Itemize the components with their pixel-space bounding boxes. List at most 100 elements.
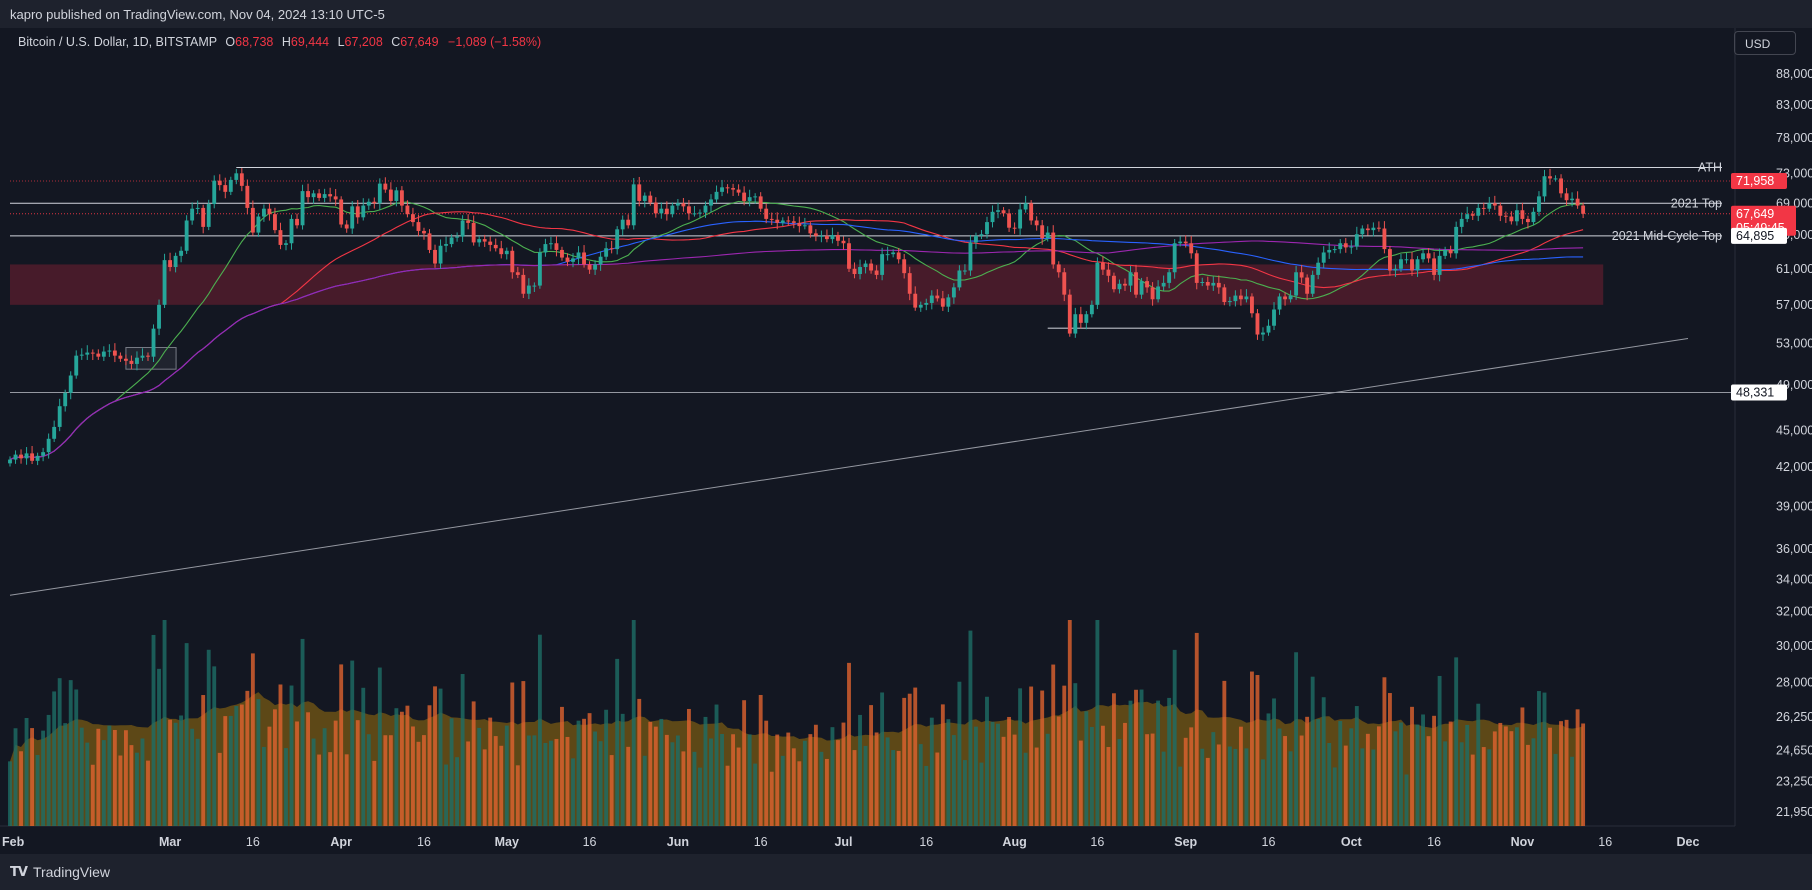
volume-bar [234, 706, 239, 826]
volume-bar [775, 734, 780, 826]
volume-bar [847, 662, 851, 826]
candle-body [637, 184, 642, 201]
price-tick-label: 39,000 [1776, 500, 1812, 514]
candle-body [935, 295, 940, 299]
candle-body [1581, 205, 1586, 214]
candle-body [79, 354, 84, 356]
volume-bar [355, 720, 360, 826]
volume-bar [758, 694, 763, 826]
volume-bar [372, 760, 377, 826]
candle-body [582, 252, 586, 265]
volume-bar [692, 751, 697, 826]
volume-bar [554, 738, 559, 826]
candle-body [847, 243, 851, 269]
volume-bar [714, 704, 719, 826]
candle-body [68, 375, 73, 393]
candle-body [918, 304, 923, 308]
volume-bar [85, 742, 90, 826]
candle-body [703, 205, 708, 213]
candle-body [1294, 272, 1299, 296]
price-tick-label: 23,250 [1776, 774, 1812, 788]
volume-bar [703, 716, 708, 826]
tradingview-brand[interactable]: TV TradingView [10, 864, 110, 880]
volume-bar [1139, 689, 1144, 826]
candle-body [1503, 215, 1508, 217]
volume-bar [841, 722, 846, 826]
volume-bar [1294, 652, 1299, 826]
volume-bar [311, 738, 316, 826]
candle-body [273, 214, 277, 231]
candle-body [913, 293, 918, 308]
volume-bar [30, 728, 35, 826]
volume-bar [1145, 734, 1149, 826]
candle-body [1134, 272, 1138, 295]
candle-body [1139, 281, 1144, 295]
volume-bar [1161, 751, 1166, 826]
candle-body [615, 229, 620, 250]
volume-bar [1244, 748, 1249, 826]
volume-bar [261, 746, 266, 826]
volume-bar [63, 723, 68, 826]
volume-bar [250, 653, 255, 826]
candle-body [675, 203, 680, 206]
candle-body [1056, 264, 1061, 273]
price-tick-label: 24,650 [1776, 743, 1812, 757]
candle-body [1233, 295, 1238, 302]
volume-bar [300, 638, 305, 826]
candle-body [1371, 227, 1376, 231]
candle-body [1205, 282, 1210, 286]
volume-bar [907, 693, 912, 826]
candle-body [256, 216, 261, 233]
volume-bar [328, 752, 333, 826]
candle-body [1238, 295, 1243, 300]
candle-body [1514, 210, 1519, 222]
volume-bar [940, 704, 945, 826]
volume-bar [874, 732, 879, 826]
volume-bar [1134, 689, 1138, 826]
time-tick-label: 16 [919, 835, 933, 849]
volume-bar [560, 706, 564, 826]
candle-body [1045, 232, 1050, 239]
change-value: −1,089 (−1.58%) [448, 35, 542, 49]
volume-bar [427, 705, 432, 826]
candle-body [1266, 325, 1271, 333]
volume-bar [1299, 735, 1304, 826]
candle-body [1310, 274, 1315, 294]
volume-bar [173, 722, 178, 826]
candle-body [35, 455, 40, 461]
candle-body [1040, 225, 1045, 239]
volume-bar [449, 718, 454, 826]
volume-bar [1492, 731, 1497, 826]
candle-body [112, 350, 117, 356]
candle-body [1354, 234, 1359, 247]
volume-bar [411, 726, 415, 826]
candle-body [1183, 241, 1188, 244]
volume-bar [979, 762, 984, 826]
volume-bar [1233, 748, 1238, 826]
candle-body [554, 243, 559, 250]
candle-body [1283, 296, 1287, 300]
candle-body [1051, 232, 1056, 265]
candle-body [841, 240, 846, 244]
candle-body [526, 285, 531, 294]
volume-bar [593, 731, 598, 826]
currency-button[interactable]: USD [1734, 31, 1796, 55]
volume-bar [686, 708, 691, 826]
volume-bar [488, 717, 493, 826]
volume-bar [1205, 757, 1210, 826]
volume-bar [808, 734, 813, 826]
candle-body [135, 357, 139, 364]
candle-body [946, 297, 951, 307]
candle-body [593, 264, 598, 270]
volume-bar [245, 690, 250, 826]
volume-bar [549, 740, 553, 826]
candle-body [1564, 193, 1569, 201]
candle-body [686, 206, 691, 214]
candle-body [1437, 255, 1442, 275]
volume-bar [1537, 691, 1541, 826]
volume-bar [863, 745, 868, 826]
volume-bar [1459, 742, 1464, 826]
candle-body [1167, 272, 1172, 283]
price-chart[interactable]: ATH 2021 Top 2021 Mid-Cycle Top 88,000 83,00… [0, 0, 1812, 854]
volume-bar [576, 720, 581, 826]
